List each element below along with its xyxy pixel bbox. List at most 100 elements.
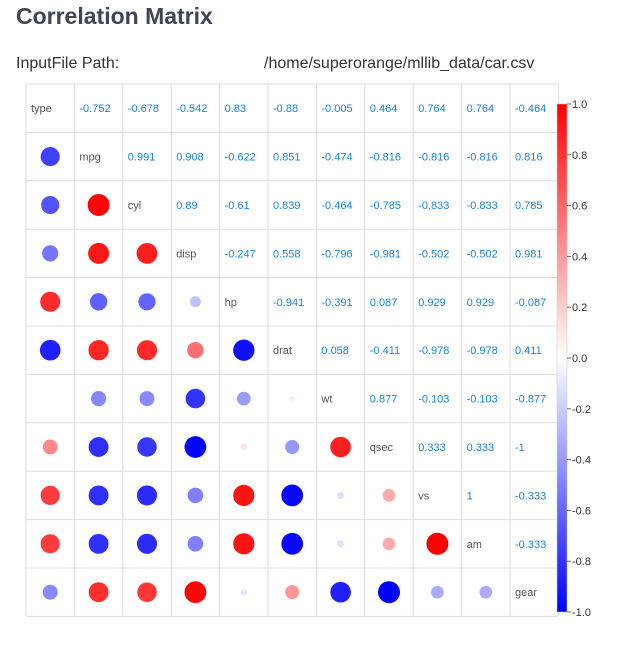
correlation-value-qsec-gear: -1 <box>515 442 525 454</box>
correlation-circle-drat-cyl <box>136 340 158 361</box>
correlation-value-mpg-vs: -0.816 <box>418 152 449 164</box>
colorbar-tick-label: -0.6 <box>572 505 591 517</box>
colorbar-tick-label: 0.2 <box>572 302 587 314</box>
correlation-circle-gear-disp <box>184 581 207 604</box>
correlation-circle-qsec-drat <box>285 439 300 455</box>
correlation-value-drat-qsec: -0.411 <box>370 345 400 357</box>
colorbar-tick-label: 1.0 <box>572 99 587 111</box>
correlation-circle-mpg-type <box>40 147 60 167</box>
correlation-value-drat-am: -0.978 <box>467 345 498 357</box>
correlation-value-cyl-gear: 0.785 <box>515 200 543 212</box>
correlation-circle-wt-drat <box>289 395 295 402</box>
correlation-circle-drat-mpg <box>88 340 109 361</box>
correlation-circle-vs-drat <box>281 484 304 507</box>
input-path-label: InputFile Path: <box>16 55 120 72</box>
correlation-circle-vs-mpg <box>88 485 109 506</box>
correlation-value-vs-am: 1 <box>467 490 473 502</box>
correlation-circle-am-hp <box>233 533 255 555</box>
correlation-circle-gear-qsec <box>378 581 400 604</box>
correlation-value-type-mpg: -0.752 <box>79 103 110 115</box>
correlation-value-hp-am: 0.929 <box>467 297 495 309</box>
correlation-value-wt-vs: -0.103 <box>418 394 449 406</box>
correlation-value-type-hp: 0.83 <box>225 103 246 115</box>
correlation-value-disp-qsec: -0.981 <box>370 248 401 260</box>
correlation-value-vs-gear: -0.333 <box>515 490 546 502</box>
variable-label-gear: gear <box>515 587 537 599</box>
correlation-value-drat-vs: -0.978 <box>418 345 449 357</box>
variable-label-mpg: mpg <box>79 152 100 164</box>
correlation-value-mpg-qsec: -0.816 <box>370 152 401 164</box>
correlation-circle-am-drat <box>281 532 304 555</box>
correlation-value-qsec-vs: 0.333 <box>418 442 446 454</box>
correlation-value-drat-gear: 0.411 <box>515 345 542 357</box>
colorbar-tick-label: -0.2 <box>572 404 591 416</box>
correlation-circle-cyl-type <box>41 195 60 215</box>
correlation-circle-am-type <box>40 534 60 554</box>
correlation-circle-gear-am <box>479 585 493 599</box>
correlation-circle-wt-hp <box>236 391 251 406</box>
correlation-circle-gear-hp <box>240 588 248 596</box>
correlation-circle-gear-wt <box>330 581 351 603</box>
correlation-value-mpg-wt: -0.474 <box>321 152 352 164</box>
correlation-value-wt-gear: -0.877 <box>515 394 546 406</box>
correlation-value-cyl-qsec: -0.785 <box>370 200 401 212</box>
correlation-circle-am-cyl <box>136 533 158 554</box>
correlation-value-cyl-am: -0.833 <box>467 200 498 212</box>
variable-label-wt: wt <box>320 394 332 406</box>
correlation-circle-qsec-mpg <box>88 437 109 457</box>
correlation-value-disp-gear: 0.981 <box>515 248 543 260</box>
correlation-value-hp-drat: -0.941 <box>273 297 304 309</box>
correlation-circle-qsec-hp <box>240 443 248 451</box>
correlation-circle-am-disp <box>187 536 204 552</box>
correlation-circle-gear-vs <box>431 585 444 599</box>
correlation-value-drat-wt: 0.058 <box>321 345 349 357</box>
correlation-value-hp-vs: 0.929 <box>418 297 446 309</box>
variable-label-disp: disp <box>176 248 196 260</box>
correlation-circle-drat-hp <box>233 339 255 361</box>
correlation-circle-cyl-mpg <box>87 194 110 216</box>
correlation-value-type-vs: 0.764 <box>418 103 446 115</box>
correlation-circle-vs-type <box>40 485 60 506</box>
colorbar-tick-label: -0.8 <box>572 556 591 568</box>
page-title: Correlation Matrix <box>16 3 213 29</box>
correlation-value-type-disp: -0.542 <box>176 103 207 115</box>
correlation-circle-wt-type <box>49 397 51 400</box>
correlation-circle-gear-type <box>42 584 58 600</box>
correlation-circle-hp-cyl <box>138 293 156 311</box>
correlation-circle-drat-disp <box>187 341 204 359</box>
variable-label-am: am <box>467 539 482 551</box>
correlation-value-mpg-am: -0.816 <box>467 152 498 164</box>
correlation-value-disp-wt: -0.796 <box>321 248 352 260</box>
correlation-value-mpg-gear: 0.816 <box>515 152 543 164</box>
correlation-value-cyl-hp: -0.61 <box>225 200 250 212</box>
correlation-value-type-wt: -0.005 <box>321 103 352 115</box>
correlation-circle-wt-mpg <box>91 391 107 407</box>
correlation-circle-am-wt <box>337 540 345 548</box>
correlation-circle-gear-cyl <box>137 582 157 602</box>
correlation-value-disp-am: -0.502 <box>467 248 498 260</box>
correlation-value-cyl-drat: 0.839 <box>273 200 301 212</box>
colorbar-gradient <box>556 103 568 613</box>
colorbar-tick-label: -1.0 <box>572 607 591 619</box>
correlation-circle-vs-qsec <box>382 489 396 502</box>
correlation-circle-qsec-disp <box>184 436 207 458</box>
correlation-value-type-gear: -0.464 <box>515 103 546 115</box>
correlation-value-mpg-disp: 0.908 <box>176 152 204 164</box>
correlation-circle-qsec-wt <box>330 436 351 458</box>
variable-label-cyl: cyl <box>128 200 141 212</box>
input-path-value: /home/superorange/mllib_data/car.csv <box>264 55 535 72</box>
correlation-circle-vs-hp <box>233 484 255 506</box>
correlation-circle-am-qsec <box>382 537 396 551</box>
correlation-value-hp-qsec: 0.087 <box>370 297 398 309</box>
variable-label-type: type <box>31 103 52 115</box>
colorbar-tick-label: 0.4 <box>572 251 587 263</box>
correlation-circle-am-mpg <box>88 533 109 554</box>
correlation-value-type-am: 0.764 <box>467 103 495 115</box>
correlation-circle-gear-mpg <box>88 582 109 603</box>
correlation-circle-hp-type <box>40 291 61 312</box>
correlation-value-hp-gear: -0.087 <box>515 297 546 309</box>
matrix-cells: type -0.752 -0.678 -0.542 0.83 -0.88 -0.005 0.4… <box>31 103 546 604</box>
correlation-value-type-cyl: -0.678 <box>128 103 159 115</box>
correlation-value-wt-am: -0.103 <box>467 394 498 406</box>
